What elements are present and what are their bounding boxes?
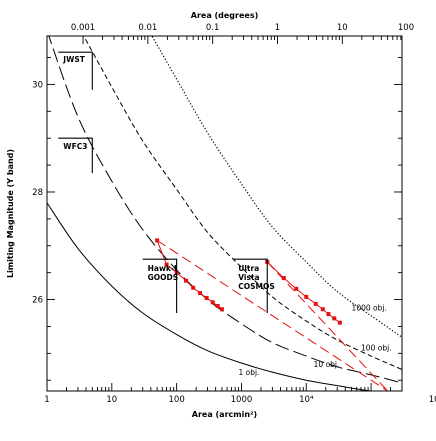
- instrument-bracket-hawk-i-goods: [142, 258, 178, 314]
- survey-extrapolation-line-1: [156, 239, 389, 391]
- survey-point-ultra-vista-cosmos: [320, 307, 325, 312]
- survey-point-hawk-i-goods: [210, 300, 215, 305]
- survey-point-ultra-vista-cosmos: [326, 312, 331, 317]
- annotation-10-obj: 10 obj.: [314, 360, 340, 369]
- x-top-tick-label: 1: [275, 23, 280, 33]
- instrument-bracket-ultra-vista-cosmos: [233, 258, 268, 314]
- survey-track-hawk-i-goods: [156, 240, 223, 310]
- series-line-1000-obj: [151, 36, 402, 338]
- survey-point-hawk-i-goods: [191, 285, 196, 290]
- x-tick-label: 1: [44, 395, 49, 405]
- instrument-bracket-wfc3: [58, 137, 93, 174]
- survey-point-hawk-i-goods: [155, 238, 160, 243]
- survey-point-hawk-i-goods: [215, 304, 220, 309]
- survey-point-hawk-i-goods: [184, 278, 189, 283]
- annotation-1-obj: 1 obj.: [238, 368, 259, 377]
- x-axis-title: Area (arcmin²): [192, 410, 257, 419]
- survey-point-hawk-i-goods: [164, 262, 169, 267]
- x-tick-label: 1000: [231, 395, 253, 405]
- instrument-label-wfc3: WFC3: [63, 142, 87, 151]
- x-top-tick-label: 0.001: [71, 23, 95, 33]
- y-tick-label: 26: [32, 296, 43, 306]
- series-line-100-obj: [83, 36, 402, 370]
- survey-point-ultra-vista-cosmos: [332, 316, 337, 321]
- x-top-tick-label: 10: [337, 23, 348, 33]
- annotation-100-obj: 100 obj.: [361, 344, 392, 353]
- survey-point-hawk-i-goods: [198, 291, 203, 296]
- instrument-label-hawk-i-goods: Hawk-I GOODS: [148, 264, 179, 282]
- survey-point-hawk-i-goods: [219, 307, 224, 312]
- y-tick-label: 28: [32, 188, 43, 198]
- x-top-tick-label: 0.1: [206, 23, 220, 33]
- x-tick-label: 10: [106, 395, 117, 405]
- series-line-1-obj: [47, 202, 376, 391]
- survey-point-ultra-vista-cosmos: [313, 301, 318, 306]
- instrument-bracket-jwst: [58, 51, 93, 90]
- survey-point-ultra-vista-cosmos: [281, 276, 286, 281]
- survey-extrapolation-line-2: [266, 261, 388, 391]
- survey-point-hawk-i-goods: [204, 295, 209, 300]
- x-tick-label: 10⁶: [429, 395, 436, 405]
- series-line-10-obj: [48, 36, 402, 384]
- survey-point-ultra-vista-cosmos: [337, 320, 342, 325]
- y-axis-title: Limiting Magnitude (Y band): [6, 149, 15, 278]
- plot-frame: [46, 35, 403, 392]
- x-axis-top-title: Area (degrees): [191, 11, 259, 20]
- x-top-tick-label: 0.01: [138, 23, 157, 33]
- x-tick-label: 100: [169, 395, 185, 405]
- x-top-tick-label: 100: [398, 23, 414, 33]
- annotation-1000-obj: 1000 obj.: [352, 303, 387, 312]
- x-tick-label: 10⁴: [299, 395, 314, 405]
- instrument-label-ultra-vista-cosmos: Ultra Vista COSMOS: [238, 264, 275, 291]
- y-tick-label: 30: [32, 80, 43, 90]
- instrument-label-jwst: JWST: [62, 55, 85, 64]
- survey-point-ultra-vista-cosmos: [304, 294, 309, 299]
- survey-point-ultra-vista-cosmos: [294, 286, 299, 291]
